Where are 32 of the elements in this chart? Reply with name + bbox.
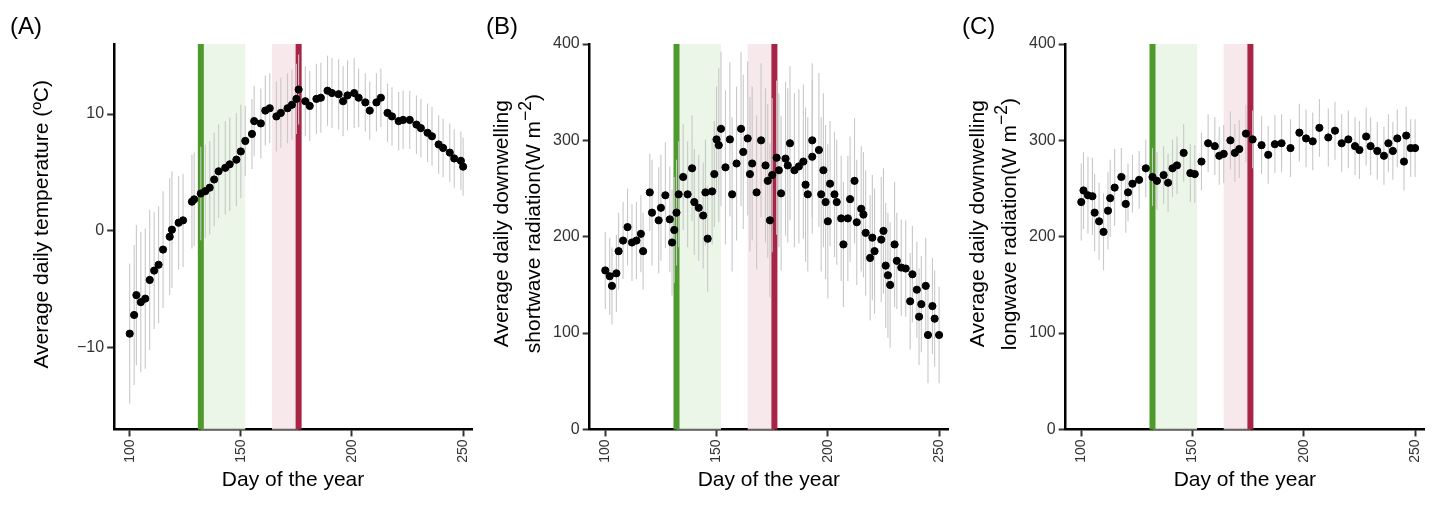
y-tick-label: 100 bbox=[1028, 323, 1056, 341]
x-tick-label: 100 bbox=[120, 439, 137, 463]
x-tick-label: 100 bbox=[596, 439, 613, 463]
x-tick-label: 250 bbox=[929, 439, 946, 463]
x-tick-label: 200 bbox=[342, 439, 359, 463]
y-tick-label: 400 bbox=[552, 34, 580, 52]
y-tick-label: 10 bbox=[86, 104, 105, 122]
y-tick-label: 100 bbox=[552, 323, 580, 341]
x-tick-label: 150 bbox=[1183, 439, 1200, 463]
chart-title: (C) bbox=[962, 12, 996, 40]
y-tick-label: 0 bbox=[95, 221, 105, 239]
y-tick-label: 0 bbox=[1046, 419, 1056, 437]
x-tick-label: 200 bbox=[818, 439, 835, 463]
x-tick-label: 250 bbox=[453, 439, 470, 463]
x-tick-label: 100 bbox=[1072, 439, 1089, 463]
y-tick-label: 200 bbox=[1028, 227, 1056, 245]
y-tick-label: 200 bbox=[552, 227, 580, 245]
x-axis-title: Day of the year bbox=[221, 467, 365, 491]
y-tick-label: 400 bbox=[1028, 34, 1056, 52]
y-axis-title: Average daily temperature (ºC) bbox=[27, 79, 53, 369]
x-tick-label: 150 bbox=[707, 439, 724, 463]
y-tick-label: 0 bbox=[570, 419, 580, 437]
y-tick-label: 300 bbox=[552, 130, 580, 148]
y-tick-label: −10 bbox=[77, 338, 105, 356]
chart-title: (A) bbox=[10, 12, 42, 40]
chart-title: (B) bbox=[486, 12, 518, 40]
x-tick-label: 150 bbox=[231, 439, 248, 463]
y-tick-label: 300 bbox=[1028, 130, 1056, 148]
x-axis-title: Day of the year bbox=[697, 467, 841, 491]
x-tick-label: 200 bbox=[1294, 439, 1311, 463]
x-tick-label: 250 bbox=[1405, 439, 1422, 463]
x-axis-title: Day of the year bbox=[1173, 467, 1317, 491]
